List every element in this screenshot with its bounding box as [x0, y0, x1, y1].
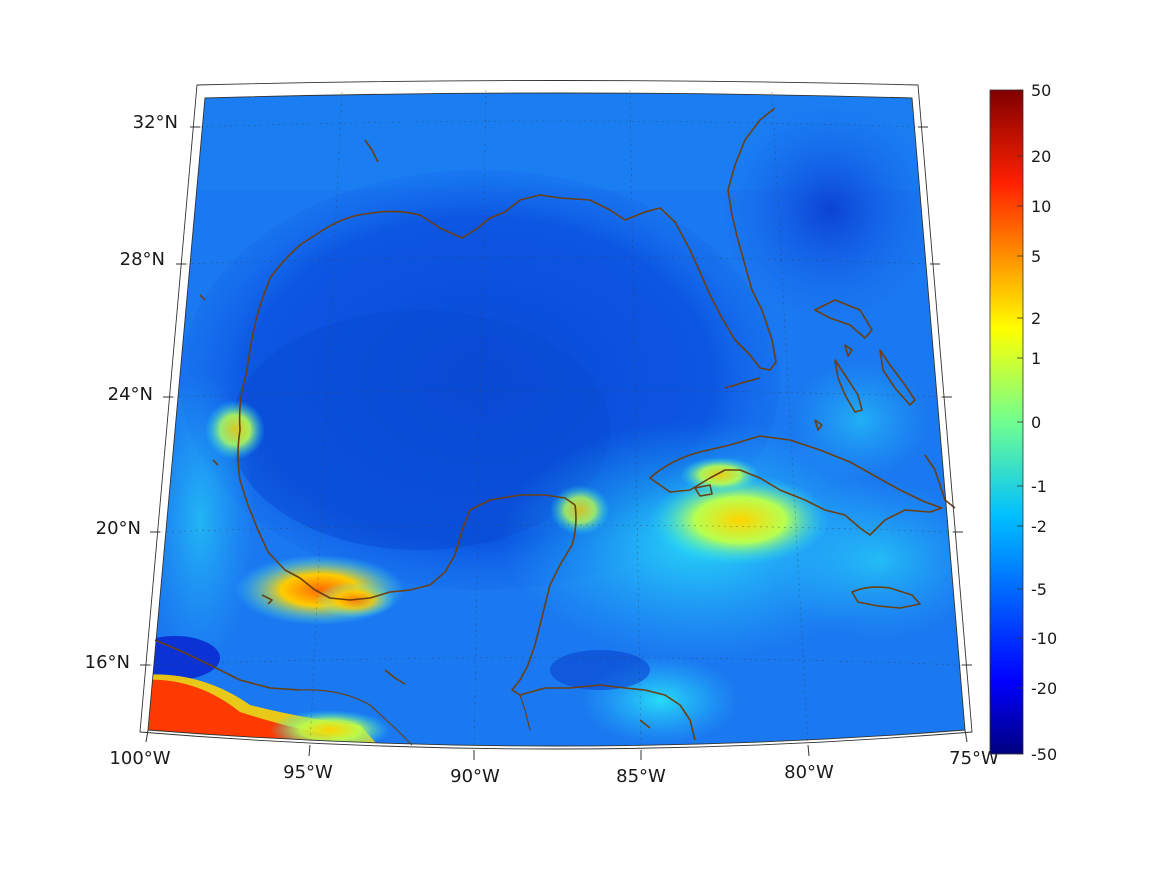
colorbar-tick-label: 5	[1031, 247, 1041, 266]
lat-label: 32°N	[133, 112, 178, 133]
pacific-coastline	[154, 639, 301, 691]
colorbar-tick-label: 50	[1031, 81, 1051, 100]
colorbar-tick-label: -2	[1031, 517, 1047, 536]
cuba-coastline	[649, 435, 943, 536]
colorbar-tick-label: -1	[1031, 477, 1047, 496]
colorbar-tick-label: 10	[1031, 197, 1051, 216]
jamaica-coastline	[851, 586, 921, 609]
colorbar-tick-label: -10	[1031, 629, 1057, 648]
lon-label: 85°W	[616, 766, 666, 787]
colorbar-tick-label: -20	[1031, 679, 1057, 698]
data-field	[148, 93, 965, 746]
coastlines	[154, 107, 956, 741]
colorbar-tick-label: 1	[1031, 349, 1041, 368]
lon-label: 75°W	[949, 748, 999, 769]
colorbar-tick-label: 2	[1031, 309, 1041, 328]
graticule	[149, 89, 963, 751]
colorbar-tick-label: 0	[1031, 413, 1041, 432]
caribbean-warm-patch	[650, 475, 830, 565]
borders	[299, 689, 531, 746]
lon-label: 90°W	[450, 766, 500, 787]
map-frame	[139, 80, 973, 760]
lon-label: 80°W	[784, 762, 834, 783]
lat-label: 28°N	[120, 249, 165, 270]
lat-label: 20°N	[96, 518, 141, 539]
colorbar-tick-label: -50	[1031, 745, 1057, 764]
bahamas-coastline	[814, 299, 873, 339]
us-gulf-coastline	[238, 107, 777, 431]
lat-label: 16°N	[85, 652, 130, 673]
lat-label: 24°N	[108, 384, 153, 405]
mexico-gulf-coastline	[237, 429, 576, 601]
hispaniola-coastline	[924, 454, 956, 509]
central-america-coastline	[511, 504, 696, 741]
lon-label: 95°W	[283, 762, 333, 783]
lon-label: 100°W	[109, 748, 170, 769]
colorbar-tick-label: -5	[1031, 580, 1047, 599]
colorbar-tick-label: 20	[1031, 147, 1051, 166]
longitude-labels: 100°W 95°W 90°W 85°W 80°W 75°W	[109, 748, 999, 787]
latitude-labels: 32°N 28°N 24°N 20°N 16°N	[85, 112, 178, 673]
